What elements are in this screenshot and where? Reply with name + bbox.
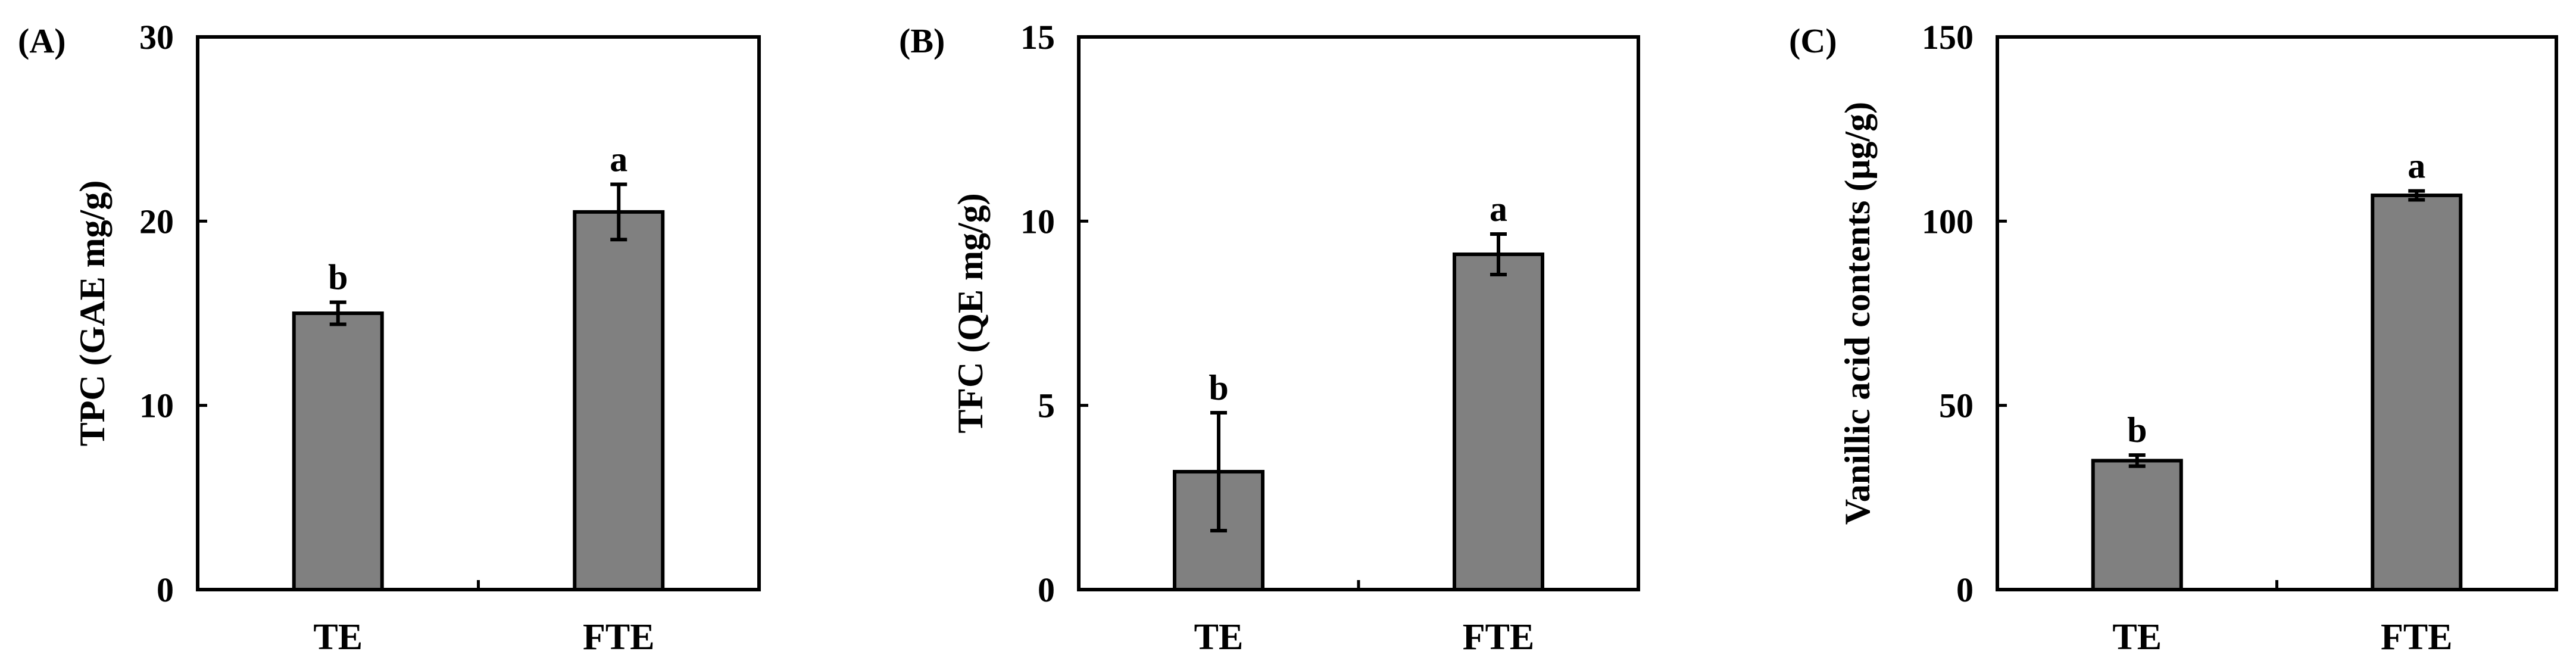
bar: [292, 311, 384, 591]
significance-letter: b: [2127, 410, 2147, 450]
panel-a: (A) 0 10 20 30 b TE a FTE TPC (GAE mg/g): [18, 18, 761, 657]
bar: [1453, 253, 1544, 592]
panel-c: (C) 0 50 100 150 b TE a FTE Vanillic acid content…: [1789, 18, 2558, 657]
x-category-label: TE: [1194, 617, 1244, 657]
y-axis-title: TFC (QE mg/g): [951, 193, 990, 433]
significance-letter: a: [610, 139, 627, 179]
panel-label: (A): [18, 21, 66, 60]
y-tick-label: 100: [1922, 202, 1974, 241]
plot-frame: [1077, 35, 1640, 591]
panel-label: (C): [1789, 21, 1837, 60]
significance-letter: b: [328, 257, 348, 297]
significance-letter: b: [1209, 368, 1228, 407]
y-tick-label: 0: [1038, 571, 1055, 609]
panel-b: (B) 0 5 10 15 b TE a FTE TFC (QE mg/g): [899, 18, 1640, 657]
x-category-label: FTE: [583, 617, 655, 657]
y-tick-label: 0: [157, 571, 174, 609]
significance-letter: a: [1490, 189, 1507, 229]
y-tick-label: 50: [1939, 387, 1974, 425]
plot-frame: [196, 35, 761, 591]
y-tick-label: 30: [139, 18, 174, 57]
x-category-label: FTE: [2381, 617, 2453, 657]
x-category-label: FTE: [1463, 617, 1535, 657]
x-category-label: TE: [313, 617, 363, 657]
bar: [2371, 194, 2463, 591]
y-tick-label: 0: [1956, 571, 1974, 609]
significance-letter: a: [2408, 147, 2425, 186]
bar: [2091, 459, 2183, 592]
y-tick-label: 10: [1020, 202, 1055, 241]
y-tick-label: 150: [1922, 18, 1974, 57]
y-tick-label: 5: [1038, 387, 1055, 425]
y-tick-label: 15: [1020, 18, 1055, 57]
x-category-label: TE: [2112, 617, 2162, 657]
plot-frame: [1996, 35, 2558, 591]
bar: [573, 210, 665, 592]
y-tick-label: 20: [139, 202, 174, 241]
y-axis-title: TPC (GAE mg/g): [73, 180, 112, 447]
y-axis-title: Vanillic acid contents (μg/g): [1838, 102, 1877, 525]
y-tick-label: 10: [139, 387, 174, 425]
panel-label: (B): [899, 21, 945, 60]
